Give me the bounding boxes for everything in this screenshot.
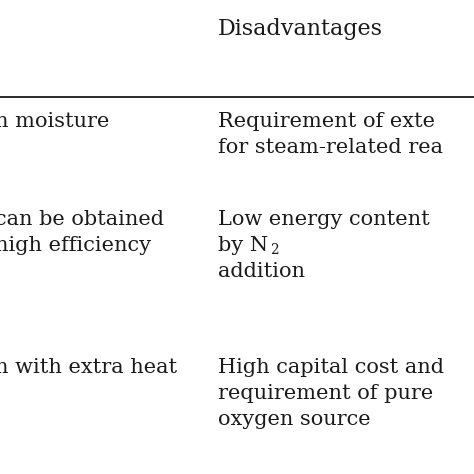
Text: n moisture: n moisture: [0, 112, 109, 131]
Text: can be obtained: can be obtained: [0, 210, 164, 229]
Text: oxygen source: oxygen source: [218, 410, 371, 429]
Text: by N: by N: [218, 236, 268, 255]
Text: n with extra heat: n with extra heat: [0, 358, 177, 377]
Text: Low energy content: Low energy content: [218, 210, 430, 229]
Text: Disadvantages: Disadvantages: [218, 18, 383, 40]
Text: addition: addition: [218, 262, 305, 281]
Text: high efficiency: high efficiency: [0, 236, 151, 255]
Text: High capital cost and: High capital cost and: [218, 358, 444, 377]
Text: Requirement of exte: Requirement of exte: [218, 112, 435, 131]
Text: for steam-related rea: for steam-related rea: [218, 138, 443, 157]
Text: 2: 2: [270, 243, 279, 257]
Text: requirement of pure: requirement of pure: [218, 384, 433, 403]
